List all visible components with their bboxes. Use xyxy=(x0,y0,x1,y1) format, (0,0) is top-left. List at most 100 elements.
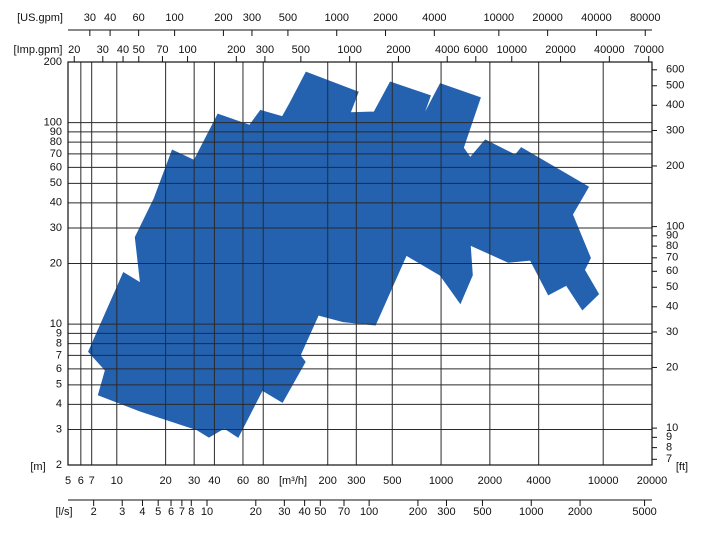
y-tick-label: 4 xyxy=(56,398,62,410)
axis-tick-label: 200 xyxy=(227,44,245,56)
axis-tick-label: 2000 xyxy=(568,506,592,518)
y-tick-label: 80 xyxy=(50,136,62,148)
y2-tick-label: 90 xyxy=(666,230,678,242)
axis-tick-label: 100 xyxy=(178,44,196,56)
axis-tick-label: 10 xyxy=(201,506,213,518)
y2-tick-label: 70 xyxy=(666,252,678,264)
axis-tick-label: 40000 xyxy=(581,12,612,24)
y-tick-label: 5 xyxy=(56,379,62,391)
y2-tick-label: 80 xyxy=(666,240,678,252)
x-tick-label: 200 xyxy=(319,475,337,487)
y2-tick-label: 400 xyxy=(666,99,684,111)
y2-tick-label: 60 xyxy=(666,265,678,277)
y-tick-label: 7 xyxy=(56,349,62,361)
axis-tick-label: 70 xyxy=(338,506,350,518)
axis-tick-label: 1000 xyxy=(519,506,543,518)
axis-tick-label: 300 xyxy=(437,506,455,518)
axis-tick-label: 2 xyxy=(91,506,97,518)
y-tick-label: 60 xyxy=(50,161,62,173)
x-tick-label: 5 xyxy=(65,475,71,487)
y-axis-label: [m] xyxy=(30,461,45,473)
y-tick-label: 200 xyxy=(44,56,62,68)
x-tick-label: 10000 xyxy=(588,475,619,487)
axis-tick-label: 40 xyxy=(298,506,310,518)
axis-tick-label: 5000 xyxy=(632,506,656,518)
x-tick-label: 20 xyxy=(159,475,171,487)
axis-tick-label: 6 xyxy=(168,506,174,518)
x-tick-label: 1000 xyxy=(429,475,453,487)
axis-tick-label: 300 xyxy=(243,12,261,24)
y2-tick-label: 10 xyxy=(666,422,678,434)
axis-tick-label: 60 xyxy=(133,12,145,24)
axis-tick-label: 70000 xyxy=(633,44,664,56)
y2-tick-label: 20 xyxy=(666,361,678,373)
axis-tick-label: 100 xyxy=(360,506,378,518)
y2-tick-label: 8 xyxy=(666,442,672,454)
axis-tick-label: 20000 xyxy=(532,12,563,24)
y-tick-label: 2 xyxy=(56,459,62,471)
plot-frame xyxy=(67,61,653,466)
axis-tick-label: 30 xyxy=(97,44,109,56)
axis-tick-label: 70 xyxy=(156,44,168,56)
x-axis-label: [m³/h] xyxy=(279,475,307,487)
y-tick-label: 10 xyxy=(50,318,62,330)
y2-tick-label: 7 xyxy=(666,453,672,465)
axis-label: [US.gpm] xyxy=(17,12,63,24)
y2-tick-label: 30 xyxy=(666,326,678,338)
axis-tick-label: 50 xyxy=(314,506,326,518)
axis-tick-label: 10000 xyxy=(496,44,527,56)
y-tick-label: 70 xyxy=(50,148,62,160)
y2-axis-label: [ft] xyxy=(676,461,688,473)
y2-tick-label: 40 xyxy=(666,301,678,313)
y-tick-label: 40 xyxy=(50,197,62,209)
axis-tick-label: 4000 xyxy=(435,44,459,56)
x-tick-label: 4000 xyxy=(526,475,550,487)
axis-tick-label: 2000 xyxy=(373,12,397,24)
y2-tick-label: 100 xyxy=(666,221,684,233)
y-tick-label: 6 xyxy=(56,363,62,375)
axis-tick-label: 200 xyxy=(214,12,232,24)
axis-tick-label: 1000 xyxy=(337,44,361,56)
axis-tick-label: 2000 xyxy=(386,44,410,56)
y2-tick-label: 200 xyxy=(666,160,684,172)
x-tick-label: 40 xyxy=(208,475,220,487)
x-tick-label: 300 xyxy=(347,475,365,487)
axis-tick-label: 500 xyxy=(473,506,491,518)
axis-tick-label: 4 xyxy=(139,506,145,518)
y2-tick-label: 9 xyxy=(666,431,672,443)
operating-range xyxy=(88,71,600,438)
axis-tick-label: 4000 xyxy=(422,12,446,24)
y-tick-label: 30 xyxy=(50,222,62,234)
y-tick-label: 50 xyxy=(50,177,62,189)
x-tick-label: 20000 xyxy=(637,475,668,487)
axis-label: [Imp.gpm] xyxy=(14,44,63,56)
x-tick-label: 2000 xyxy=(478,475,502,487)
y-tick-label: 20 xyxy=(50,257,62,269)
y-tick-label: 90 xyxy=(50,126,62,138)
y-tick-label: 100 xyxy=(44,117,62,129)
axis-tick-label: 5 xyxy=(155,506,161,518)
x-tick-label: 500 xyxy=(383,475,401,487)
axis-tick-label: 30 xyxy=(84,12,96,24)
axis-tick-label: 1000 xyxy=(324,12,348,24)
x-tick-label: 80 xyxy=(257,475,269,487)
y2-tick-label: 50 xyxy=(666,281,678,293)
axis-tick-label: 20000 xyxy=(545,44,576,56)
axis-tick-label: 100 xyxy=(165,12,183,24)
axis-tick-label: 10000 xyxy=(484,12,515,24)
y-tick-label: 8 xyxy=(56,338,62,350)
x-tick-label: 60 xyxy=(237,475,249,487)
x-tick-label: 6 xyxy=(78,475,84,487)
axis-tick-label: 8 xyxy=(188,506,194,518)
axis-tick-label: 80000 xyxy=(630,12,661,24)
axis-tick-label: 200 xyxy=(409,506,427,518)
axis-tick-label: 20 xyxy=(250,506,262,518)
axis-label: [l/s] xyxy=(55,506,72,518)
x-tick-label: 7 xyxy=(89,475,95,487)
axis-tick-label: 40 xyxy=(117,44,129,56)
y2-tick-label: 300 xyxy=(666,124,684,136)
axis-tick-label: 500 xyxy=(292,44,310,56)
axis-tick-label: 6000 xyxy=(464,44,488,56)
axis-tick-label: 3 xyxy=(119,506,125,518)
axis-tick-label: 7 xyxy=(179,506,185,518)
